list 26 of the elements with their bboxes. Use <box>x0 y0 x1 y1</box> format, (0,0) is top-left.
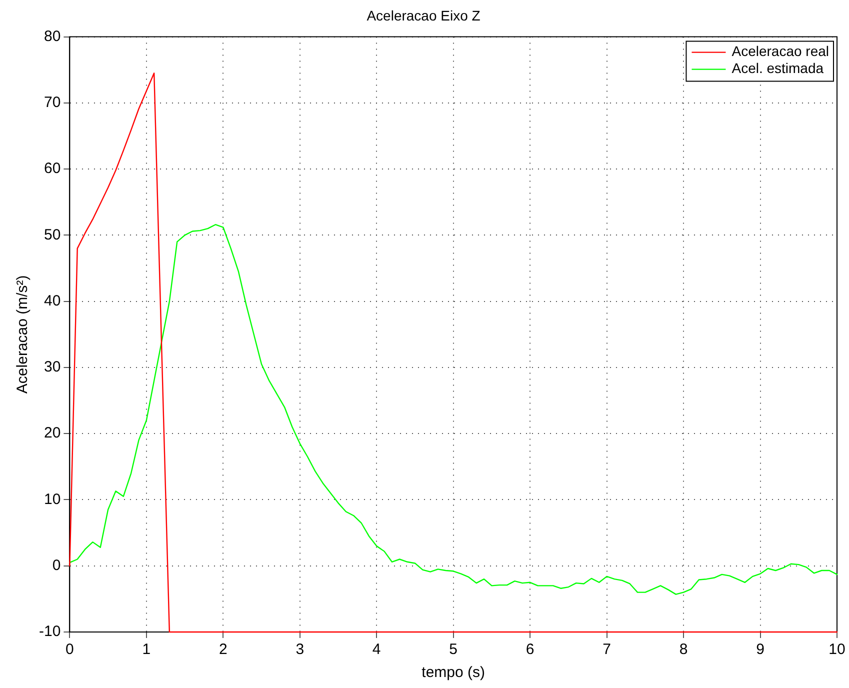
x-tick-label: 3 <box>296 641 304 658</box>
legend-label: Acel. estimada <box>732 60 824 76</box>
chart-title: Aceleracao Eixo Z <box>366 7 481 24</box>
x-tick-label: 9 <box>756 641 764 658</box>
y-tick-label: 60 <box>44 160 61 178</box>
y-tick-label: 20 <box>44 424 61 442</box>
legend-label: Aceleracao real <box>732 43 830 60</box>
y-tick-label: -10 <box>38 623 61 640</box>
y-tick-label: 30 <box>44 358 61 376</box>
x-tick-label: 8 <box>679 641 688 658</box>
y-tick-label: 70 <box>44 94 61 112</box>
x-axis-title: tempo (s) <box>422 664 486 682</box>
x-tick-label: 4 <box>372 641 381 658</box>
y-tick-label: 0 <box>52 557 61 574</box>
y-tick-label: 10 <box>44 490 61 508</box>
x-tick-label: 1 <box>142 641 151 658</box>
x-tick-label: 2 <box>218 641 228 658</box>
y-tick-label: 40 <box>44 292 61 310</box>
x-tick-label: 6 <box>526 641 534 658</box>
x-tick-label: 0 <box>66 641 74 658</box>
y-tick-label: 80 <box>44 28 61 45</box>
y-tick-label: 50 <box>44 226 61 244</box>
y-axis-title: Aceleracao (m/s²) <box>14 275 32 394</box>
x-tick-label: 5 <box>449 641 458 658</box>
x-tick-label: 10 <box>828 641 846 658</box>
x-tick-label: 7 <box>602 641 611 658</box>
